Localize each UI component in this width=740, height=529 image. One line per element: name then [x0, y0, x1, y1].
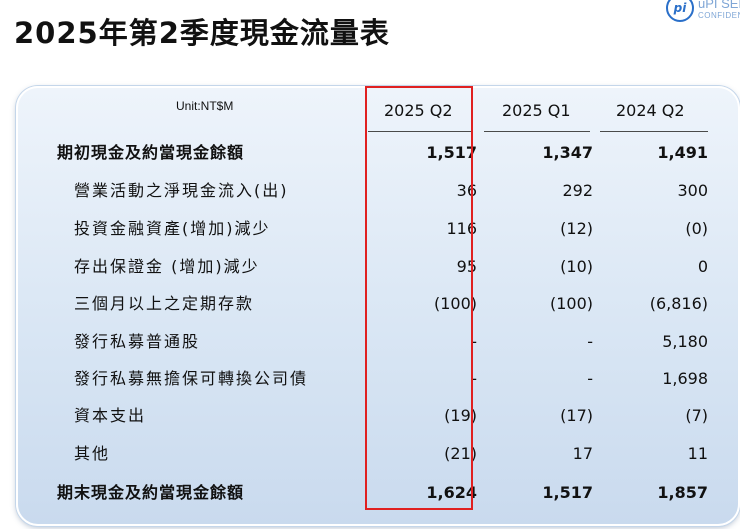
row-value: 300 [677, 181, 708, 200]
row-label: 期末現金及約當現金餘額 [57, 483, 245, 502]
row-value: 116 [446, 219, 477, 238]
logo-wordmark: uPI SEM [698, 0, 740, 11]
row-value: (19) [444, 406, 477, 425]
header-rule [368, 131, 472, 132]
row-label: 資本支出 [74, 406, 147, 425]
row-value: - [471, 369, 477, 388]
row-value: - [471, 332, 477, 351]
row-label: 投資金融資產(增加)減少 [74, 219, 271, 238]
row-value: (12) [560, 219, 593, 238]
row-value: 1,347 [542, 143, 593, 162]
row-label: 營業活動之淨現金流入(出) [74, 181, 289, 200]
header-rule [600, 131, 708, 132]
row-value: (0) [685, 219, 708, 238]
row-label: 其他 [74, 444, 111, 463]
row-value: 1,517 [426, 143, 477, 162]
row-value: (7) [685, 406, 708, 425]
row-value: - [587, 332, 593, 351]
row-value: 1,517 [542, 483, 593, 502]
row-value: 11 [687, 444, 708, 463]
row-value: - [587, 369, 593, 388]
row-value: (6,816) [649, 294, 708, 313]
cashflow-table-panel [16, 86, 740, 526]
column-header-2025-q2: 2025 Q2 [384, 101, 453, 120]
row-value: (10) [560, 257, 593, 276]
row-value: 0 [697, 257, 708, 276]
row-label: 存出保證金 (增加)減少 [74, 257, 260, 276]
row-label: 三個月以上之定期存款 [74, 294, 255, 313]
unit-label: Unit:NT$M [176, 99, 234, 113]
row-value: 1,491 [657, 143, 708, 162]
row-value: 292 [562, 181, 593, 200]
row-value: (100) [549, 294, 593, 313]
row-value: 5,180 [662, 332, 708, 351]
row-label: 發行私募普通股 [74, 332, 201, 351]
page-title: 2025年第2季度現金流量表 [14, 16, 390, 50]
row-value: (17) [560, 406, 593, 425]
row-value: 17 [572, 444, 593, 463]
upi-logo-icon: pi [666, 0, 694, 22]
column-header-2024-q2: 2024 Q2 [616, 101, 685, 120]
highlight-box [365, 86, 473, 510]
row-label: 發行私募無擔保可轉換公司債 [74, 369, 309, 388]
logo-subtitle: CONFIDEN [698, 11, 740, 20]
row-value: 1,698 [662, 369, 708, 388]
company-logo: pi uPI SEM CONFIDEN [666, 0, 740, 24]
column-header-2025-q1: 2025 Q1 [502, 101, 571, 120]
header-rule [484, 131, 590, 132]
row-value: (21) [444, 444, 477, 463]
row-label: 期初現金及約當現金餘額 [57, 143, 245, 162]
row-value: 1,857 [657, 483, 708, 502]
row-value: 1,624 [426, 483, 477, 502]
row-value: (100) [433, 294, 477, 313]
